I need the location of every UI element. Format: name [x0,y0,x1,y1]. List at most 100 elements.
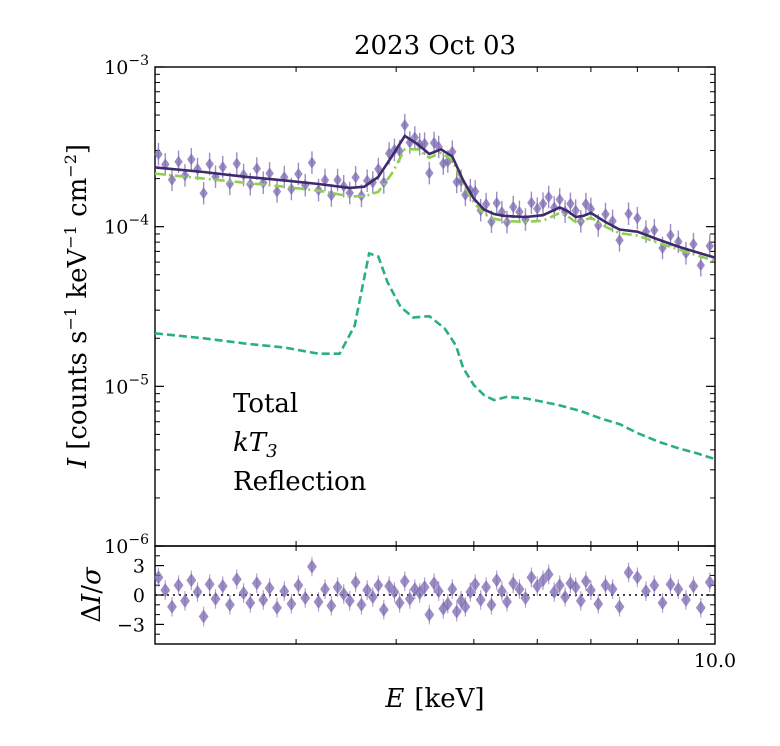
data-point [167,173,177,186]
data-point [586,202,596,215]
residual-point [186,573,197,588]
residual-point [520,590,531,605]
data-point [205,158,214,171]
residual-y-tick-labels: 3 0 −3 [117,556,145,637]
residual-point [399,574,410,589]
data-point [218,161,227,174]
y-tick-label-exp: −5 [128,372,149,388]
residual-point [313,594,324,609]
residual-point [173,578,184,593]
x-axis-label: E [keV] [384,684,484,714]
residual-point [167,599,177,614]
residual-point [300,590,311,605]
y-tick-label-exp: −3 [128,53,149,69]
residual-point [532,579,543,594]
residual-point [373,578,384,593]
legend-kt3-sub: 3 [266,441,277,462]
data-point [471,185,480,198]
residual-point [704,575,715,590]
y-tick-label-exp: −4 [128,213,149,229]
residual-point [245,595,256,610]
residual-point [160,583,171,598]
data-point [674,235,683,248]
data-point [481,198,491,211]
res-y-tick-label: 3 [133,556,145,578]
residual-point [673,582,684,597]
ylabel-italic: I [63,457,93,469]
data-point [521,213,530,226]
data-point [345,187,354,200]
y-tick-label-base: 10 [104,536,128,558]
ylabel-kev-exp: −1 [61,225,80,249]
residual-point [362,583,373,598]
data-point [502,216,512,229]
legend: Total kT3 Reflection [233,389,367,497]
ylabel-cm-exp: −2 [61,154,80,178]
data-point [193,162,202,175]
data-point [320,173,330,186]
residual-point [514,582,525,597]
data-point [566,197,575,210]
residual-point [367,589,378,604]
legend-total: Total [233,389,298,419]
residual-point [180,593,190,608]
residual-point [231,572,242,587]
residual-point [224,597,235,612]
residual-point [623,565,634,580]
res-ylabel-slash: / [77,585,107,594]
residual-point [641,584,651,599]
x-tick-label-10: 10.0 [694,650,736,672]
xlabel-e: E [384,684,404,714]
residual-point [649,578,660,593]
residual-point [575,593,586,608]
residual-point [307,559,317,574]
residual-point [695,600,706,615]
y-tick-label: 10−5 [104,372,149,398]
residual-point [451,604,462,619]
main-y-axis-label: I[counts s−1 keV−1 cm−2] [61,144,93,469]
residual-point [543,567,554,582]
data-point [527,196,536,209]
residual-point [286,596,297,611]
data-point [666,229,675,242]
ylabel-open: [counts s [63,331,93,450]
residual-data-points [153,556,715,627]
data-point [294,168,303,181]
residual-panel: 3 0 −3 [117,545,716,645]
data-point [624,207,633,220]
data-point [538,197,548,210]
residual-point [475,592,486,607]
data-point [550,201,559,214]
residual-point [389,585,400,600]
residual-point [293,578,304,593]
legend-reflection: Reflection [233,467,367,497]
residual-point [264,581,275,596]
residual-point [338,587,349,602]
residual-point [665,577,676,592]
data-point [379,176,388,189]
residual-point [560,589,571,604]
residual-point [657,595,668,610]
residual-point [350,575,361,590]
y-tick-label-base: 10 [104,217,128,239]
data-point [252,162,262,175]
residual-point [332,580,343,595]
series-line-total [154,134,716,259]
residual-point [470,577,481,592]
residual-point [549,585,560,600]
residual-point [632,570,643,585]
data-point [199,187,208,200]
residual-point [344,593,355,608]
residual-point [424,607,435,622]
residual-point [272,600,282,615]
y-tick-label-exp: −6 [128,532,149,548]
main-panel: 10−610−510−410−3 [104,53,716,558]
xlabel-unit: [keV] [414,684,484,714]
residual-point [258,592,269,607]
residual-point [481,580,492,595]
residual-point [447,582,458,597]
data-point [351,171,360,184]
residual-point [251,576,262,591]
residual-point [502,594,512,609]
